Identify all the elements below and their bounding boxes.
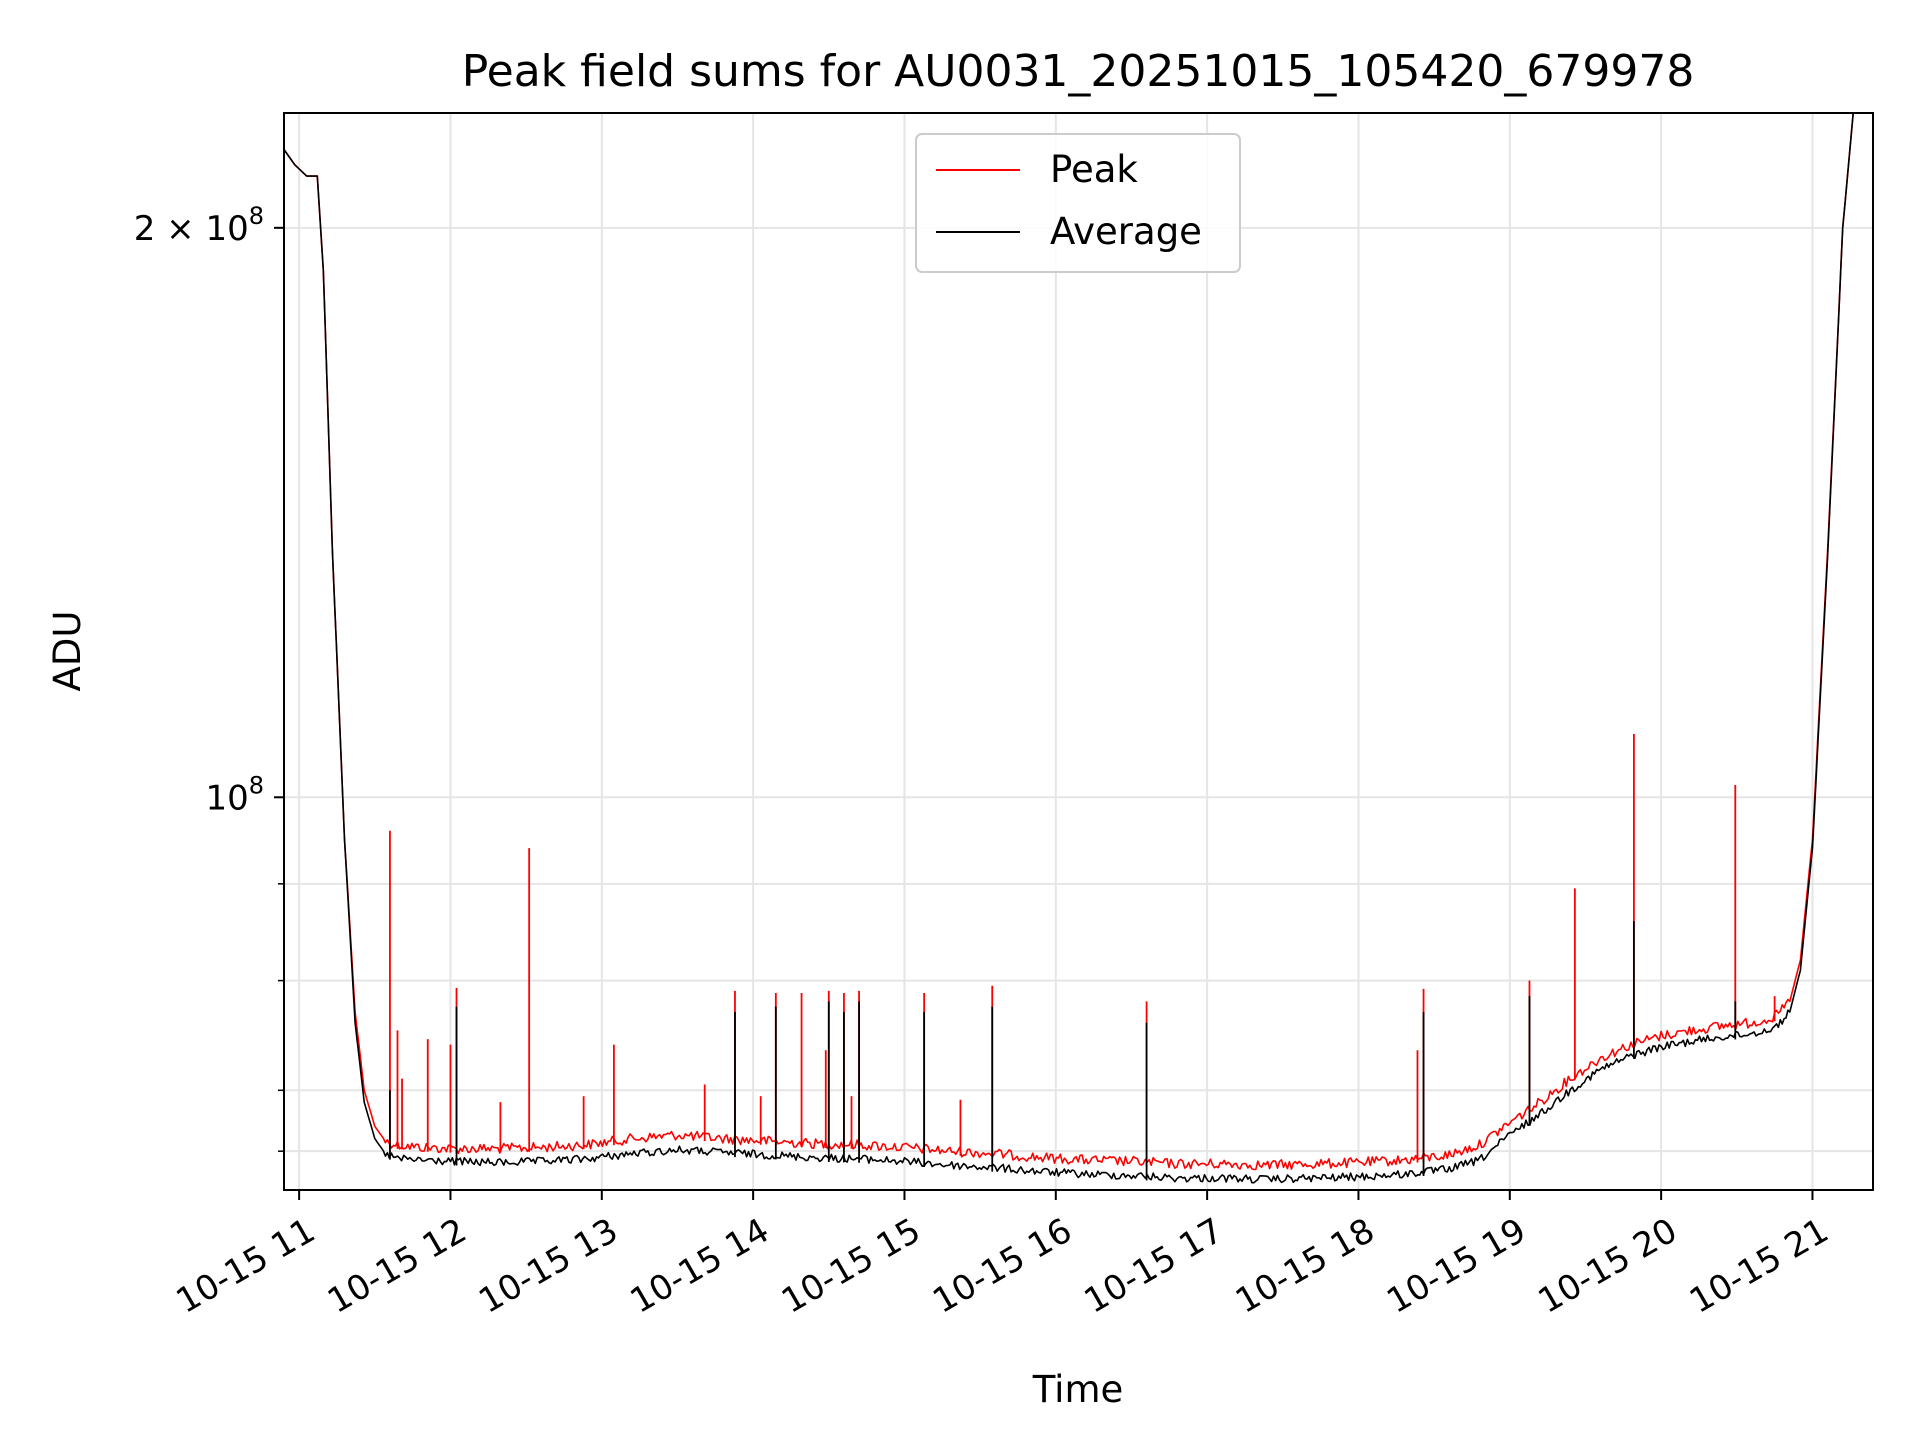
series-layer xyxy=(284,113,1855,1184)
legend: Peak Average xyxy=(915,133,1241,273)
grid xyxy=(284,113,1873,1190)
y-tick-label: 108 xyxy=(205,771,264,818)
chart-title: Peak field sums for AU0031_20251015_1054… xyxy=(462,46,1695,97)
legend-box xyxy=(915,133,1241,273)
plot-frame xyxy=(283,112,1874,1191)
y-axis-label: ADU xyxy=(46,611,89,692)
y-tick-label: 2 × 108 xyxy=(134,202,264,249)
x-axis-label: Time xyxy=(1032,1368,1124,1411)
legend-average-label: Average xyxy=(1050,210,1202,253)
legend-peak-label: Peak xyxy=(1050,148,1138,191)
series-line-peak xyxy=(284,113,1855,1171)
series-line-average xyxy=(284,113,1855,1184)
